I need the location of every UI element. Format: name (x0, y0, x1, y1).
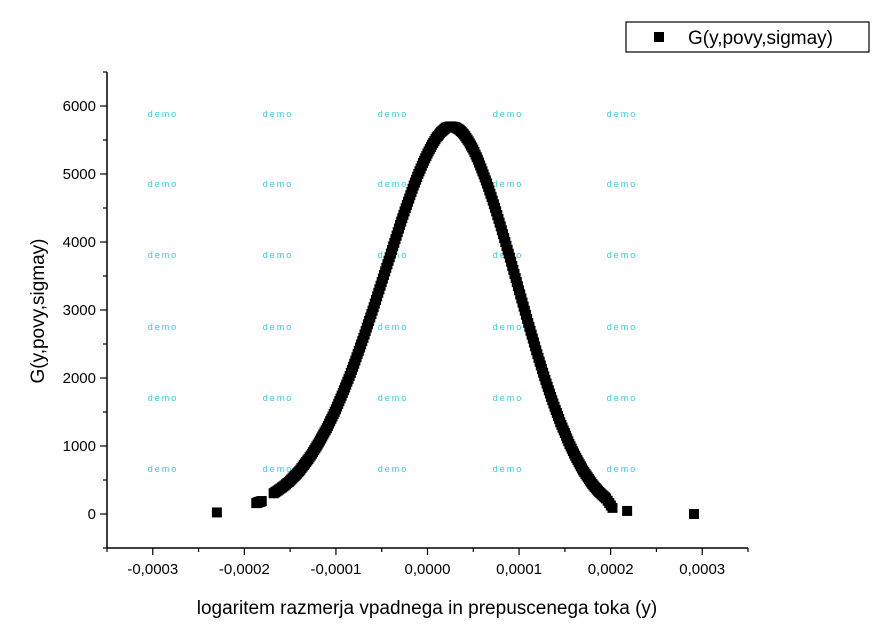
watermark-text: demo (607, 464, 638, 474)
data-point (416, 160, 427, 171)
x-tick-label: 0,0000 (405, 561, 451, 578)
y-axis-title: G(y,povy,sigmay) (28, 239, 49, 384)
data-point (605, 500, 616, 511)
data-point (549, 401, 560, 412)
y-tick-label: 3000 (63, 302, 96, 319)
watermark-text: demo (378, 393, 409, 403)
data-point (544, 388, 555, 399)
x-tick-label: 0,0002 (588, 561, 634, 578)
data-point (398, 209, 409, 220)
watermark-text: demo (493, 179, 524, 189)
watermark-text: demo (493, 393, 524, 403)
data-point (357, 336, 368, 347)
x-tick-label: -0,0001 (310, 561, 361, 578)
data-series (211, 121, 699, 519)
data-point (535, 360, 546, 371)
data-point (366, 309, 377, 320)
y-tick-label: 2000 (63, 370, 96, 387)
data-point (370, 294, 381, 305)
data-point (471, 152, 482, 163)
data-point (343, 373, 354, 384)
data-point (407, 183, 418, 194)
data-point (503, 248, 514, 259)
data-point (499, 233, 510, 244)
watermark-text: demo (607, 393, 638, 403)
watermark-text: demo (263, 250, 294, 260)
watermark-text: demo (263, 109, 294, 119)
x-tick-label: 0,0001 (496, 561, 542, 578)
y-tick-label: 1000 (63, 438, 96, 455)
data-point (558, 425, 569, 436)
legend-label: G(y,povy,sigmay) (688, 28, 833, 49)
watermark-text: demo (607, 322, 638, 332)
watermark-text: demo (378, 179, 409, 189)
y-tick-label: 0 (88, 506, 96, 523)
data-point (688, 509, 699, 519)
y-tick-label: 6000 (63, 98, 96, 115)
watermark-text: demo (378, 322, 409, 332)
x-tick-label: 0,0003 (679, 561, 725, 578)
data-point (384, 252, 395, 263)
data-point (375, 280, 386, 291)
data-point (494, 217, 505, 228)
data-point (403, 196, 414, 207)
x-tick-label: -0,0002 (219, 561, 270, 578)
legend-box (625, 21, 870, 53)
watermark-text: demo (263, 179, 294, 189)
data-point (211, 507, 222, 518)
data-point (389, 237, 400, 248)
watermark-text: demo (148, 250, 179, 260)
data-point (526, 329, 537, 340)
watermark-text: demo (493, 109, 524, 119)
data-point (256, 496, 267, 507)
watermark-text: demo (263, 393, 294, 403)
data-point (622, 505, 633, 516)
data-point (508, 264, 519, 275)
watermark-text: demo (148, 464, 179, 474)
data-point (338, 385, 349, 396)
data-point (563, 436, 574, 447)
legend-marker-square-icon (654, 32, 664, 42)
data-point (540, 374, 551, 385)
data-point (329, 406, 340, 417)
data-point (554, 414, 565, 425)
x-ticks: -0,0003 -0,0002 -0,0001 0,0000 0,0001 0,0002 0… (106, 548, 749, 578)
watermark-text: demo (607, 250, 638, 260)
data-point (512, 281, 523, 292)
data-point (517, 297, 528, 308)
y-ticks: 0 1000 2000 3000 4000 5000 6000 (63, 71, 107, 549)
watermark-text: demo (148, 179, 179, 189)
data-point (522, 313, 533, 324)
watermark-text: demo (263, 322, 294, 332)
data-point (352, 349, 363, 360)
data-point (348, 361, 359, 372)
watermark-text: demo (607, 179, 638, 189)
data-point (485, 188, 496, 199)
y-tick-label: 4000 (63, 234, 96, 251)
watermark-text: demo (148, 109, 179, 119)
watermark-text: demo (263, 464, 294, 474)
data-point (480, 175, 491, 186)
watermark-text: demo (378, 109, 409, 119)
x-axis-title: logaritem razmerja vpadnega in prepuscen… (197, 598, 657, 619)
watermark-text: demo (493, 322, 524, 332)
data-point (490, 202, 501, 213)
legend: G(y,povy,sigmay) (625, 21, 870, 53)
data-point (334, 396, 345, 407)
watermark-text: demo (493, 464, 524, 474)
data-point (531, 345, 542, 356)
y-tick-label: 5000 (63, 166, 96, 183)
watermark-text: demo (148, 393, 179, 403)
data-point (412, 171, 423, 182)
watermark-text: demo (607, 109, 638, 119)
data-point (380, 266, 391, 277)
watermark-text: demo (148, 322, 179, 332)
data-point (393, 223, 404, 234)
data-point (361, 322, 372, 333)
watermark-text: demo (378, 464, 409, 474)
data-point (476, 163, 487, 174)
x-tick-label: -0,0003 (127, 561, 178, 578)
